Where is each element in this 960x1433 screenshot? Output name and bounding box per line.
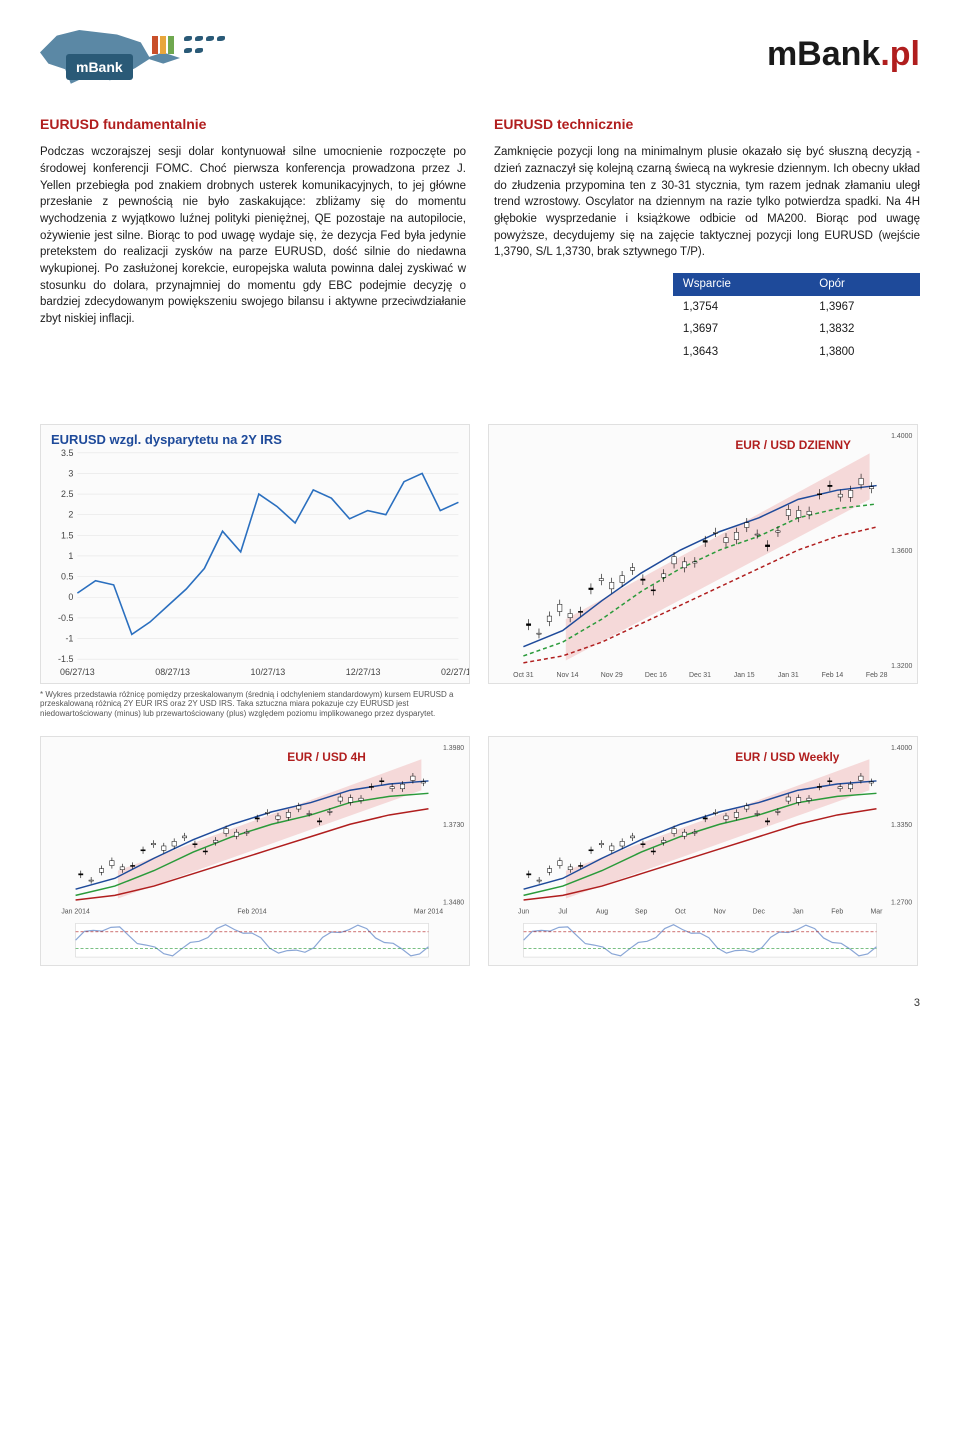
svg-text:-0.5: -0.5 bbox=[58, 613, 73, 623]
svg-text:10/27/13: 10/27/13 bbox=[251, 667, 286, 677]
title-technical: EURUSD technicznie bbox=[494, 114, 920, 134]
svg-text:Oct: Oct bbox=[675, 909, 686, 916]
page-number: 3 bbox=[40, 996, 920, 1012]
svg-text:1.4000: 1.4000 bbox=[891, 433, 912, 440]
svg-text:Feb 14: Feb 14 bbox=[822, 672, 844, 679]
svg-text:0: 0 bbox=[68, 592, 73, 602]
chart4-svg: EUR / USD Weekly 1.2700 1.3350 1.4000 Jun Jul… bbox=[489, 737, 917, 965]
title-fundamental: EURUSD fundamentalnie bbox=[40, 114, 466, 134]
svg-text:Nov 14: Nov 14 bbox=[557, 672, 579, 679]
mbank-pl-wordmark: mBank.pl bbox=[767, 30, 920, 79]
svg-text:Mar: Mar bbox=[871, 909, 884, 916]
svg-text:1.3350: 1.3350 bbox=[891, 823, 912, 830]
svg-text:Mar 2014: Mar 2014 bbox=[414, 909, 443, 916]
svg-text:Feb 28: Feb 28 bbox=[866, 672, 888, 679]
svg-text:06/27/13: 06/27/13 bbox=[60, 667, 95, 677]
brand-tld: .pl bbox=[880, 35, 920, 73]
svg-text:1.3980: 1.3980 bbox=[443, 745, 464, 752]
svg-text:-1: -1 bbox=[65, 633, 73, 643]
chart1-svg: -1.5-1-0.500.511.522.533.5 06/27/1308/27… bbox=[41, 425, 469, 683]
svg-text:1.4000: 1.4000 bbox=[891, 745, 912, 752]
th-resistance: Opór bbox=[809, 273, 920, 296]
svg-text:1.3480: 1.3480 bbox=[443, 900, 464, 907]
svg-text:Feb 2014: Feb 2014 bbox=[237, 909, 266, 916]
svg-text:1.3600: 1.3600 bbox=[891, 548, 912, 555]
support-resistance-table: Wsparcie Opór 1,37541,3967 1,36971,3832 … bbox=[673, 273, 920, 364]
svg-text:Nov 29: Nov 29 bbox=[601, 672, 623, 679]
chart-daily: EUR / USD DZIENNY 1.3200 1.3600 1.4000 Oct 3… bbox=[488, 424, 918, 684]
chart1-footnote: * Wykres przedstawia różnicę pomiędzy pr… bbox=[40, 690, 470, 719]
svg-text:1.3200: 1.3200 bbox=[891, 663, 912, 670]
svg-text:1.2700: 1.2700 bbox=[891, 900, 912, 907]
svg-text:EUR / USD DZIENNY: EUR / USD DZIENNY bbox=[735, 438, 851, 452]
svg-text:12/27/13: 12/27/13 bbox=[346, 667, 381, 677]
chart-4h: EUR / USD 4H 1.3480 1.3730 1.3980 Jan 2014 Fe… bbox=[40, 736, 470, 966]
svg-text:2: 2 bbox=[68, 509, 73, 519]
mbank-badge: mBank bbox=[66, 54, 133, 80]
body-technical: Zamknięcie pozycji long na minimalnym pl… bbox=[494, 144, 920, 261]
charts-grid: EURUSD wzgl. dysparytetu na 2Y IRS -1.5 -… bbox=[40, 424, 920, 967]
body-fundamental: Podczas wczorajszej sesji dolar kontynuo… bbox=[40, 144, 466, 327]
svg-text:Feb: Feb bbox=[831, 909, 843, 916]
svg-text:Dec 31: Dec 31 bbox=[689, 672, 711, 679]
chart-weekly: EUR / USD Weekly 1.2700 1.3350 1.4000 Jun Jul… bbox=[488, 736, 918, 966]
page-header: mBank mBank.pl bbox=[40, 30, 920, 90]
svg-text:EUR / USD 4H: EUR / USD 4H bbox=[287, 750, 366, 764]
svg-text:02/27/14: 02/27/14 bbox=[441, 667, 469, 677]
svg-text:Jan: Jan bbox=[792, 909, 803, 916]
chart3-svg: EUR / USD 4H 1.3480 1.3730 1.3980 Jan 2014 Fe… bbox=[41, 737, 469, 965]
svg-text:Dec 16: Dec 16 bbox=[645, 672, 667, 679]
svg-text:EUR / USD Weekly: EUR / USD Weekly bbox=[735, 750, 839, 764]
mbank-shark-logo: mBank bbox=[40, 30, 210, 90]
svg-text:Jan 15: Jan 15 bbox=[734, 672, 755, 679]
svg-text:0.5: 0.5 bbox=[61, 571, 73, 581]
svg-text:Dec: Dec bbox=[753, 909, 766, 916]
svg-text:Jul: Jul bbox=[558, 909, 567, 916]
chart-disparity: EURUSD wzgl. dysparytetu na 2Y IRS -1.5 -… bbox=[40, 424, 470, 684]
table-row: 1,37541,3967 bbox=[673, 296, 920, 319]
svg-text:Sep: Sep bbox=[635, 909, 647, 916]
svg-text:3: 3 bbox=[68, 468, 73, 478]
svg-text:08/27/13: 08/27/13 bbox=[155, 667, 190, 677]
svg-text:Jan 31: Jan 31 bbox=[778, 672, 799, 679]
svg-text:Oct 31: Oct 31 bbox=[513, 672, 534, 679]
column-fundamental: EURUSD fundamentalnie Podczas wczorajsze… bbox=[40, 114, 466, 364]
svg-text:2.5: 2.5 bbox=[61, 489, 73, 499]
svg-text:-1.5: -1.5 bbox=[58, 654, 73, 664]
svg-text:1.5: 1.5 bbox=[61, 530, 73, 540]
table-row: 1,36971,3832 bbox=[673, 318, 920, 341]
chart1-wrapper: EURUSD wzgl. dysparytetu na 2Y IRS -1.5 -… bbox=[40, 424, 470, 719]
svg-text:Aug: Aug bbox=[596, 909, 608, 916]
brand-name: mBank bbox=[767, 35, 880, 73]
svg-text:1.3730: 1.3730 bbox=[443, 823, 464, 830]
svg-text:Jan 2014: Jan 2014 bbox=[61, 909, 90, 916]
chart1-title: EURUSD wzgl. dysparytetu na 2Y IRS bbox=[51, 431, 282, 450]
svg-text:Jun: Jun bbox=[518, 909, 529, 916]
table-row: 1,36431,3800 bbox=[673, 341, 920, 364]
chart2-svg: EUR / USD DZIENNY 1.3200 1.3600 1.4000 Oct 3… bbox=[489, 425, 917, 683]
column-technical: EURUSD technicznie Zamknięcie pozycji lo… bbox=[494, 114, 920, 364]
svg-text:Nov: Nov bbox=[713, 909, 726, 916]
svg-text:1: 1 bbox=[68, 551, 73, 561]
th-support: Wsparcie bbox=[673, 273, 809, 296]
